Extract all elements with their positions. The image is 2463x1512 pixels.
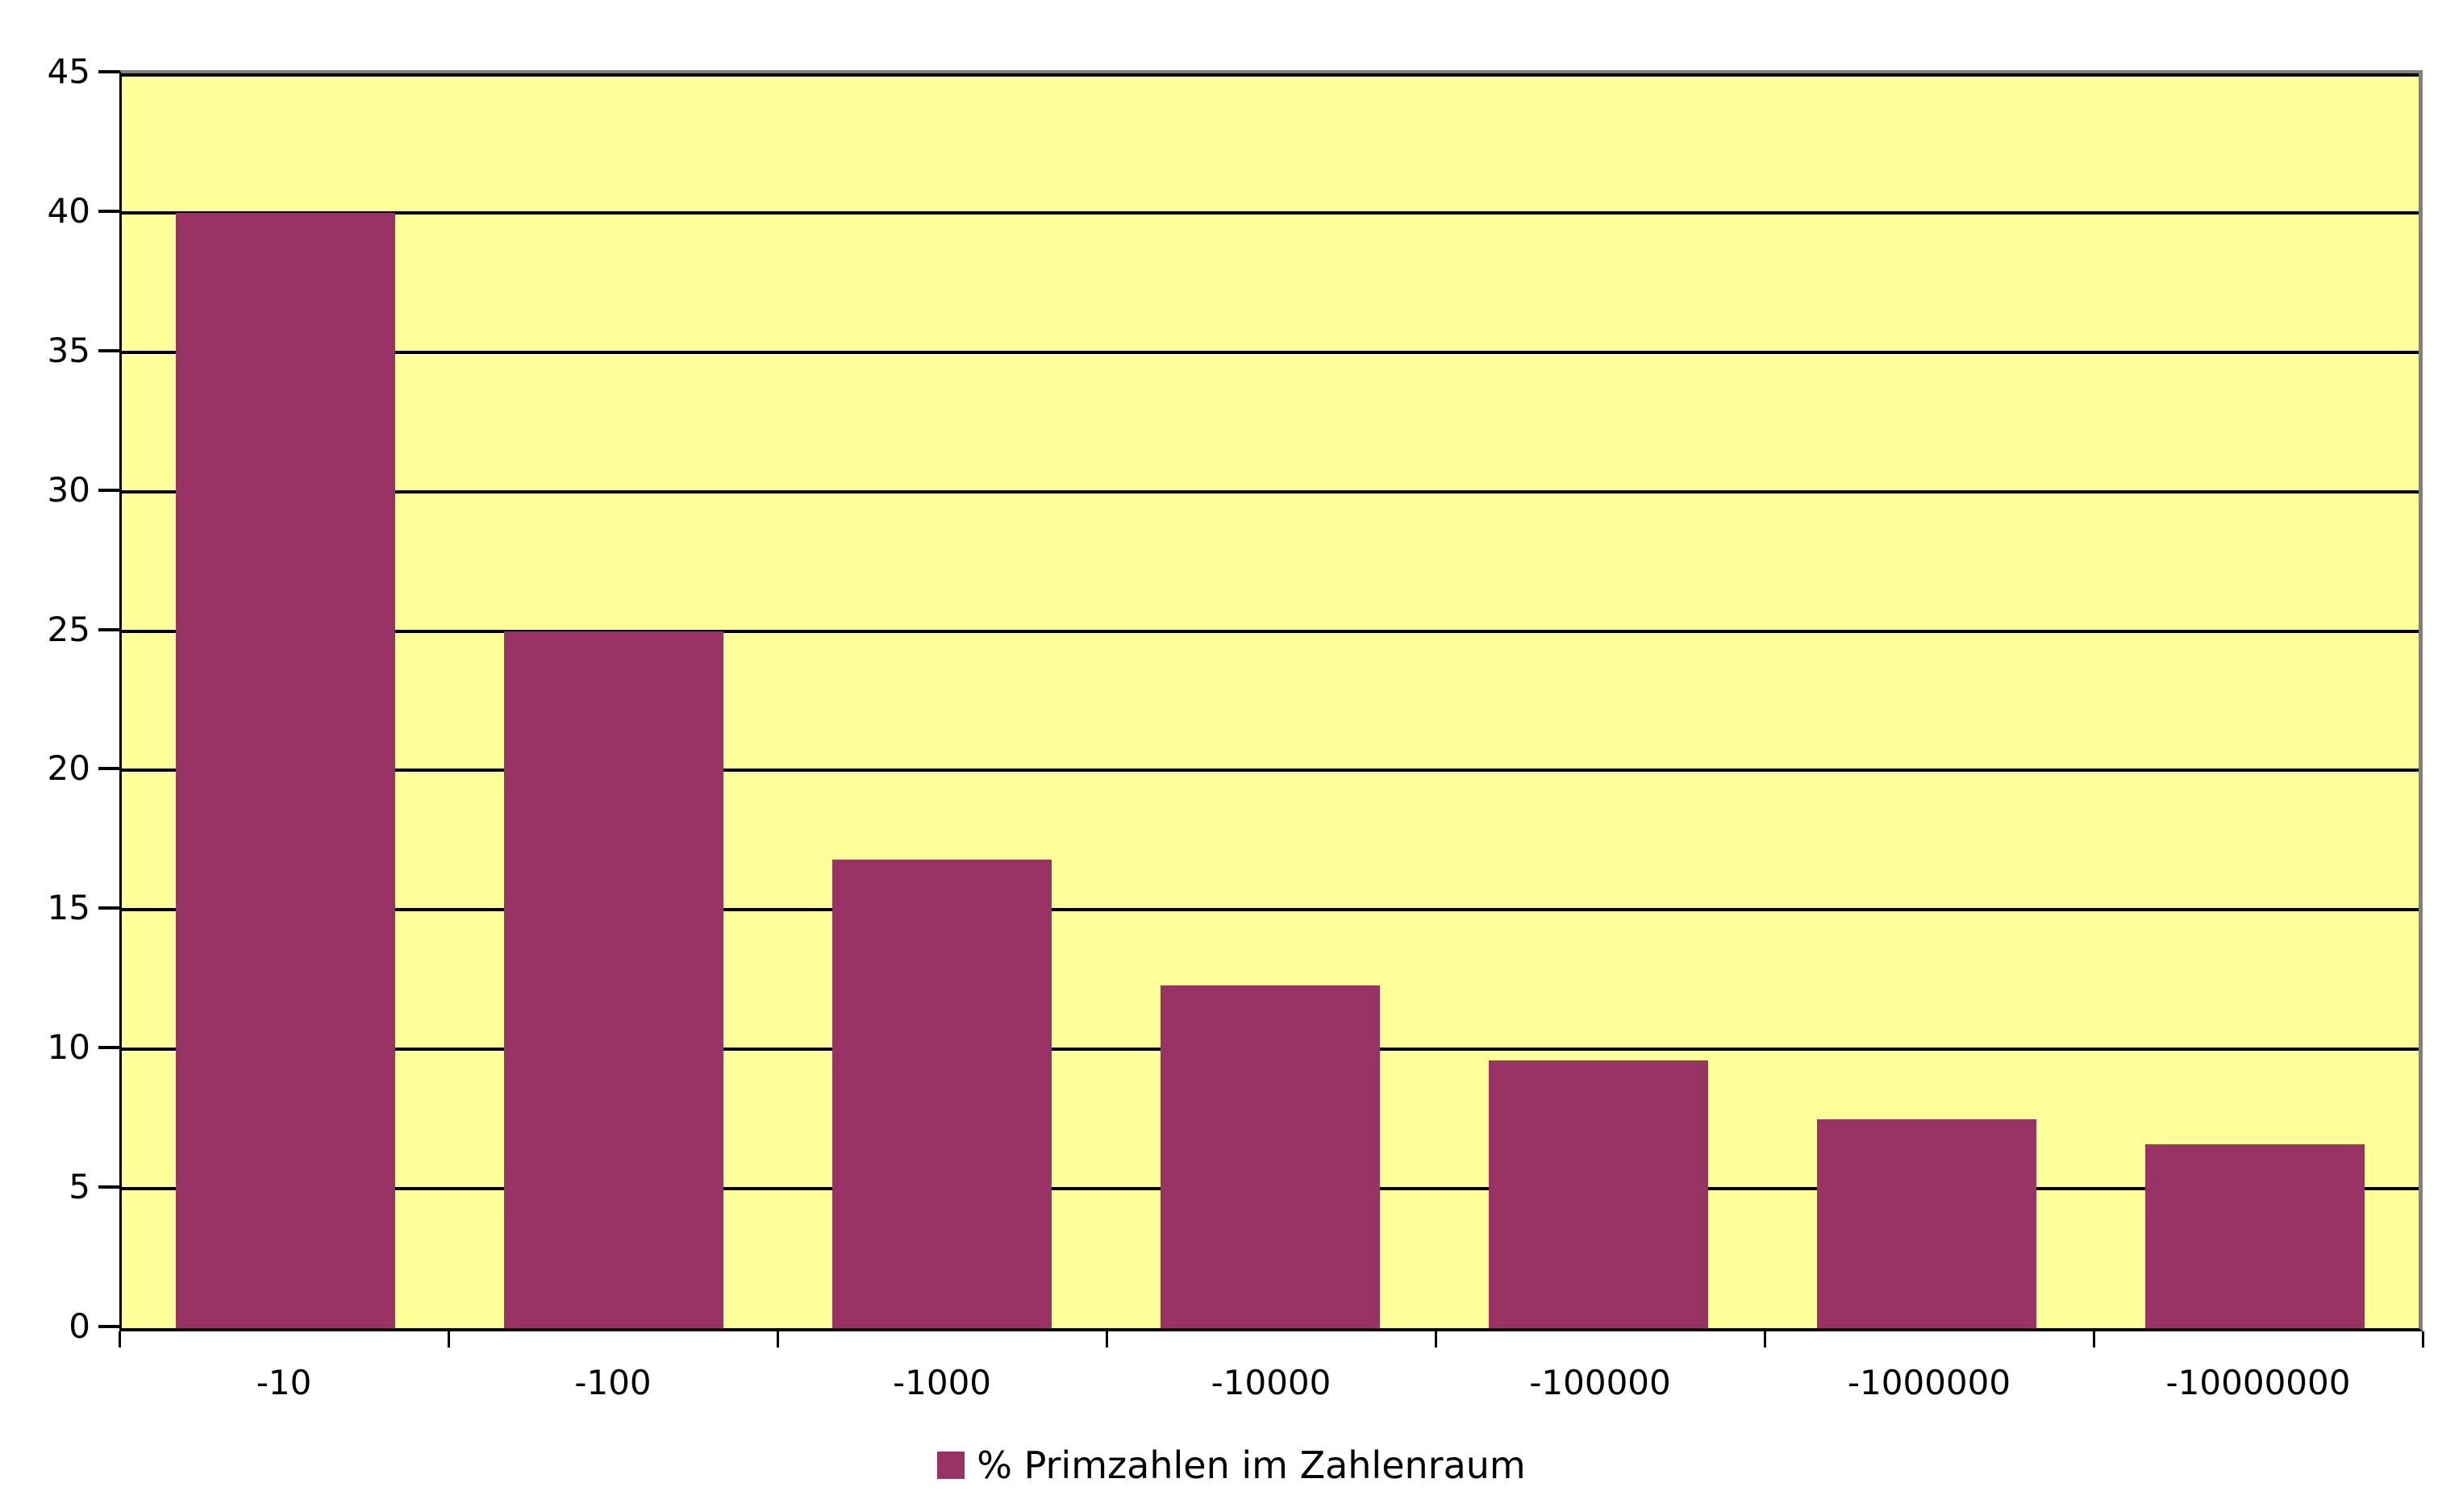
y-tick-label: 45	[47, 52, 90, 91]
y-axis-tick	[98, 1185, 119, 1189]
y-gridline	[122, 489, 2419, 494]
legend-label: % Primzahlen im Zahlenraum	[977, 1443, 1526, 1487]
bar	[1488, 1060, 1708, 1328]
x-tick-label: -10	[256, 1363, 312, 1402]
y-tick-label: 30	[47, 469, 90, 510]
bar	[504, 631, 724, 1328]
y-tick-label: 25	[47, 609, 90, 649]
bar	[176, 212, 396, 1328]
y-gridline	[122, 908, 2419, 912]
y-tick-label: 15	[47, 888, 90, 928]
x-axis-tick	[2422, 1331, 2424, 1347]
y-tick-label: 5	[69, 1167, 90, 1207]
y-tick-label: 10	[47, 1027, 90, 1068]
bar	[832, 860, 1052, 1328]
y-gridline	[122, 629, 2419, 633]
y-axis-tick	[98, 348, 119, 352]
x-axis-tick	[119, 1331, 121, 1347]
y-axis-tick	[98, 767, 119, 771]
x-tick-label: -1000	[892, 1363, 992, 1402]
x-axis-tick	[1764, 1331, 1766, 1347]
x-axis-tick	[2093, 1331, 2095, 1347]
plot-area	[119, 70, 2423, 1331]
y-axis-tick	[98, 1325, 119, 1328]
x-tick-label: -100000	[1529, 1363, 1671, 1402]
legend: % Primzahlen im Zahlenraum	[0, 1447, 2463, 1484]
x-axis-tick	[777, 1331, 779, 1347]
y-tick-label: 20	[47, 748, 90, 789]
y-gridline	[122, 350, 2419, 354]
y-axis-tick	[98, 906, 119, 910]
y-gridline	[122, 73, 2419, 77]
x-tick-label: -100	[574, 1363, 652, 1402]
y-axis-tick	[98, 1046, 119, 1050]
y-axis-tick	[98, 488, 119, 492]
y-axis-tick	[98, 70, 119, 73]
legend-swatch	[937, 1452, 965, 1479]
x-axis-tick	[1435, 1331, 1437, 1347]
x-tick-label: -10000000	[2165, 1363, 2351, 1402]
x-axis-tick	[448, 1331, 450, 1347]
y-tick-label: 0	[69, 1306, 90, 1346]
y-axis-tick	[98, 627, 119, 631]
bar	[1816, 1118, 2036, 1328]
x-tick-label: -1000000	[1847, 1363, 2011, 1402]
y-tick-label: 35	[47, 330, 90, 370]
y-tick-label: 40	[47, 190, 90, 231]
x-tick-label: -10000	[1211, 1363, 1332, 1402]
x-axis-tick	[1106, 1331, 1108, 1347]
bar	[1161, 985, 1380, 1328]
y-gridline	[122, 768, 2419, 773]
bar	[2144, 1143, 2365, 1328]
y-axis-tick	[98, 209, 119, 213]
y-gridline	[122, 210, 2419, 215]
